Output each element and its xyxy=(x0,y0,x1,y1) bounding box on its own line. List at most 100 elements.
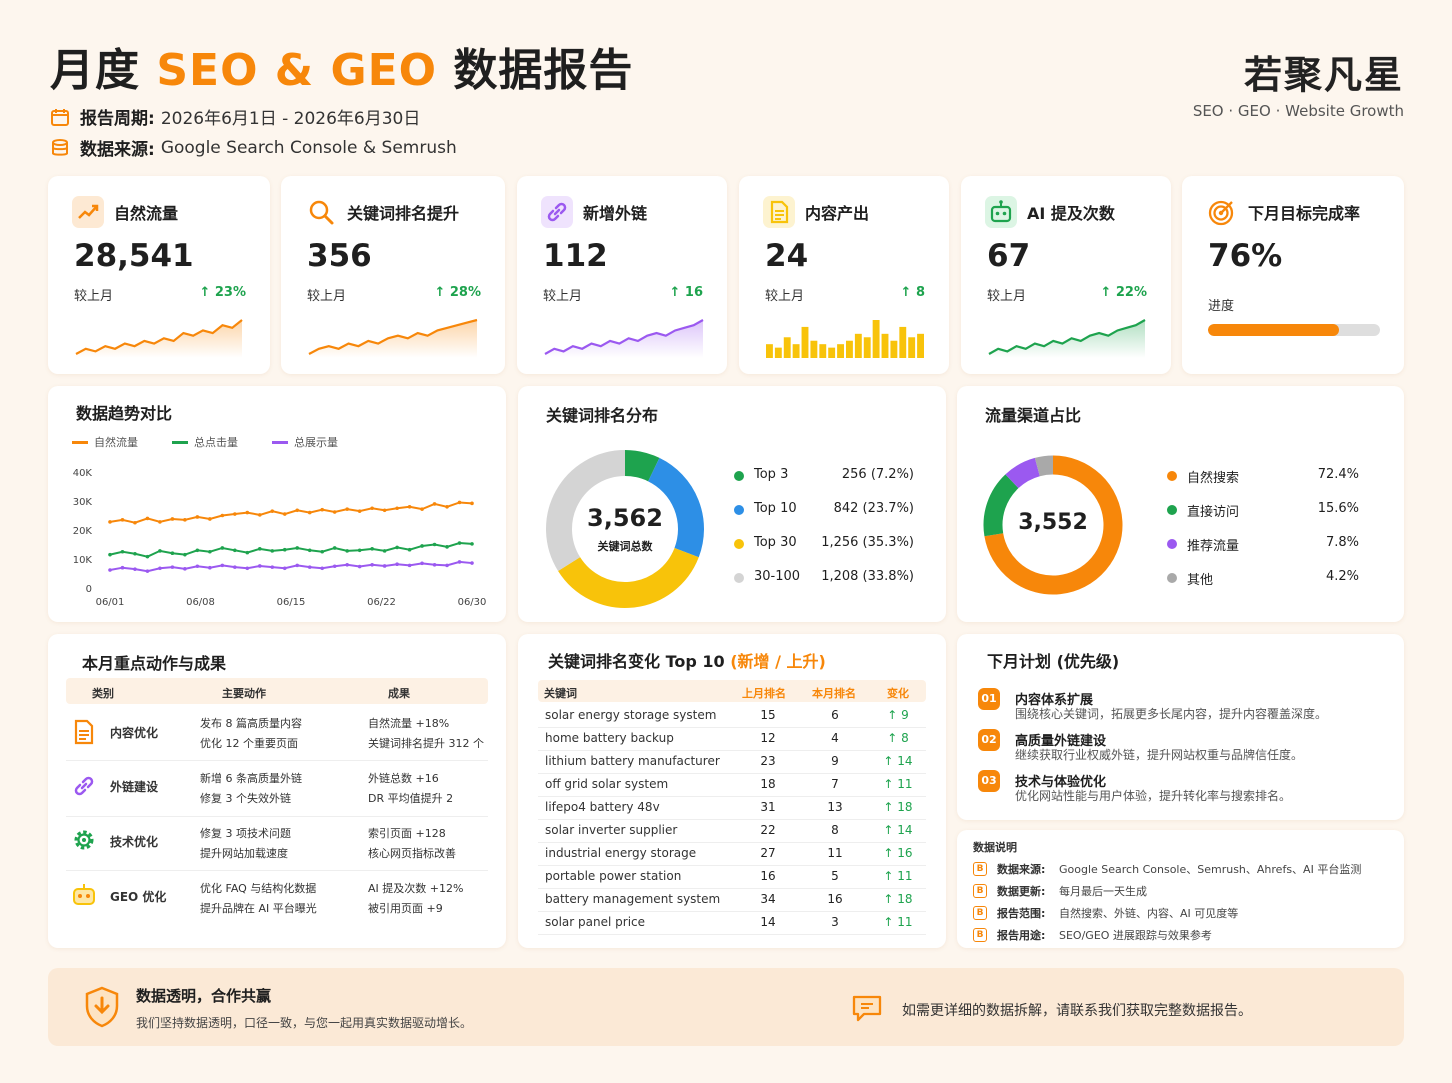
action-result: 外链总数 +16 xyxy=(368,772,439,785)
keyword-cell: industrial energy storage xyxy=(545,846,697,860)
report-period: 报告周期: 2026年6月1日 - 2026年6月30日 xyxy=(50,104,420,129)
series-point xyxy=(332,564,337,569)
series-point xyxy=(332,546,337,550)
series-point xyxy=(195,515,200,519)
kpi-title: AI 提及次数 xyxy=(1027,204,1115,223)
legend-impressions: 总展示量 xyxy=(294,436,338,449)
kpi-card-keyword-rank: 关键词排名提升 356 较上月 ↑ 28% xyxy=(281,176,505,374)
action-text: 修复 3 项技术问题 xyxy=(200,827,291,840)
series-point xyxy=(145,569,150,573)
action-result: 自然流量 +18% xyxy=(368,717,450,730)
col-last-rank: 上月排名 xyxy=(742,687,786,700)
donut-center-value: 3,562 xyxy=(587,504,663,532)
series-point xyxy=(220,513,225,518)
current-rank-cell: 13 xyxy=(827,800,843,814)
legend-value: 72.4% xyxy=(1317,467,1359,482)
legend-value: 842 (23.7%) xyxy=(833,501,914,516)
kpi-compare-label: 较上月 xyxy=(307,289,347,304)
calendar-icon xyxy=(51,108,69,126)
note-item: B 数据来源: Google Search Console、Semrush、Ah… xyxy=(973,861,1361,877)
legend-dot xyxy=(734,505,744,515)
plan-title: 下月计划 (优先级) xyxy=(987,652,1120,671)
keyword-cell: solar energy storage system xyxy=(545,708,717,722)
sparkline-area xyxy=(545,320,703,358)
series-point xyxy=(407,547,412,552)
keyword-cell: lifepo4 battery 48v xyxy=(545,800,660,814)
series-point xyxy=(195,564,200,569)
donut-slice xyxy=(984,455,1123,595)
spark-bar xyxy=(917,333,924,358)
series-point xyxy=(170,565,175,569)
link-icon xyxy=(541,196,573,228)
kpi-title: 自然流量 xyxy=(114,204,179,223)
action-text: 修复 3 个失效外链 xyxy=(200,792,291,805)
series-point xyxy=(470,501,474,506)
series-point xyxy=(295,508,300,513)
kpi-compare-label: 较上月 xyxy=(74,289,114,304)
col-change: 变化 xyxy=(887,687,909,700)
series-point xyxy=(183,552,187,557)
traffic-channel-title: 流量渠道占比 xyxy=(985,406,1082,425)
action-text: 优化 12 个重要页面 xyxy=(200,737,298,750)
legend-label: 推荐流量 xyxy=(1187,539,1240,554)
series-point xyxy=(245,550,250,555)
series-point xyxy=(420,561,424,566)
series-point xyxy=(233,512,237,516)
keyword-ranking-title: 关键词排名变化 Top 10 (新增 / 上升) xyxy=(548,648,826,672)
legend-label: Top 10 xyxy=(754,501,797,516)
series-point xyxy=(120,549,125,554)
series-point xyxy=(257,564,262,568)
rank-change-cell: ↑ 16 xyxy=(883,846,913,860)
legend-dot xyxy=(734,471,744,481)
y-tick-label: 10K xyxy=(73,555,93,566)
spark-bar xyxy=(783,337,791,358)
progress-label: 进度 xyxy=(1208,299,1235,314)
spark-bar xyxy=(801,326,809,358)
row-divider xyxy=(538,934,926,935)
donut-center-label: 关键词总数 xyxy=(597,540,653,553)
action-category: GEO 优化 xyxy=(110,890,167,904)
note-key: 数据来源: xyxy=(997,863,1046,876)
period-value: 2026年6月1日 - 2026年6月30日 xyxy=(160,109,421,129)
rank-change-cell: ↑ 18 xyxy=(883,892,913,906)
last-rank-cell: 18 xyxy=(760,777,776,791)
trend-up-icon xyxy=(72,196,104,228)
series-point xyxy=(332,510,337,514)
title-prefix: 月度 xyxy=(50,45,140,96)
footer-contact[interactable]: 如需更详细的数据拆解，请联系我们获取完整数据报告。 xyxy=(902,1003,1252,1019)
legend-clicks: 总点击量 xyxy=(194,436,238,449)
keyword-distribution-donut xyxy=(546,450,704,608)
series-point xyxy=(307,565,312,569)
legend-dot xyxy=(1167,471,1177,481)
y-tick-label: 40K xyxy=(73,468,93,479)
row-divider xyxy=(538,727,926,728)
series-line xyxy=(109,560,473,573)
series-point xyxy=(295,546,300,550)
sparkline-line xyxy=(544,319,704,355)
kpi-value: 67 xyxy=(987,238,1031,274)
y-tick-label: 0 xyxy=(86,584,92,595)
current-rank-cell: 16 xyxy=(827,892,843,906)
series-point xyxy=(270,549,275,553)
spark-bar xyxy=(863,337,871,358)
current-rank-cell: 8 xyxy=(831,823,839,837)
row-divider xyxy=(538,773,926,774)
series-point xyxy=(270,565,275,569)
series-point xyxy=(295,563,300,568)
action-category: 技术优化 xyxy=(110,835,159,849)
data-source: 数据来源: Google Search Console & Semrush xyxy=(50,135,457,160)
goal-progress-bar xyxy=(1208,324,1380,336)
row-divider xyxy=(538,911,926,912)
y-tick-label: 30K xyxy=(73,497,93,508)
trend-chart-title: 数据趋势对比 xyxy=(76,404,173,423)
plan-item-title: 内容体系扩展 xyxy=(1015,693,1094,708)
gear-icon xyxy=(74,830,94,850)
series-point xyxy=(108,520,112,524)
actions-table-header: 类别 主要动作 成果 xyxy=(66,678,488,704)
col-result: 成果 xyxy=(388,687,410,700)
series-point xyxy=(382,564,387,568)
source-value: Google Search Console & Semrush xyxy=(160,137,457,158)
last-rank-cell: 23 xyxy=(760,754,776,768)
legend-label: 直接访问 xyxy=(1187,505,1240,520)
current-rank-cell: 3 xyxy=(831,915,839,929)
